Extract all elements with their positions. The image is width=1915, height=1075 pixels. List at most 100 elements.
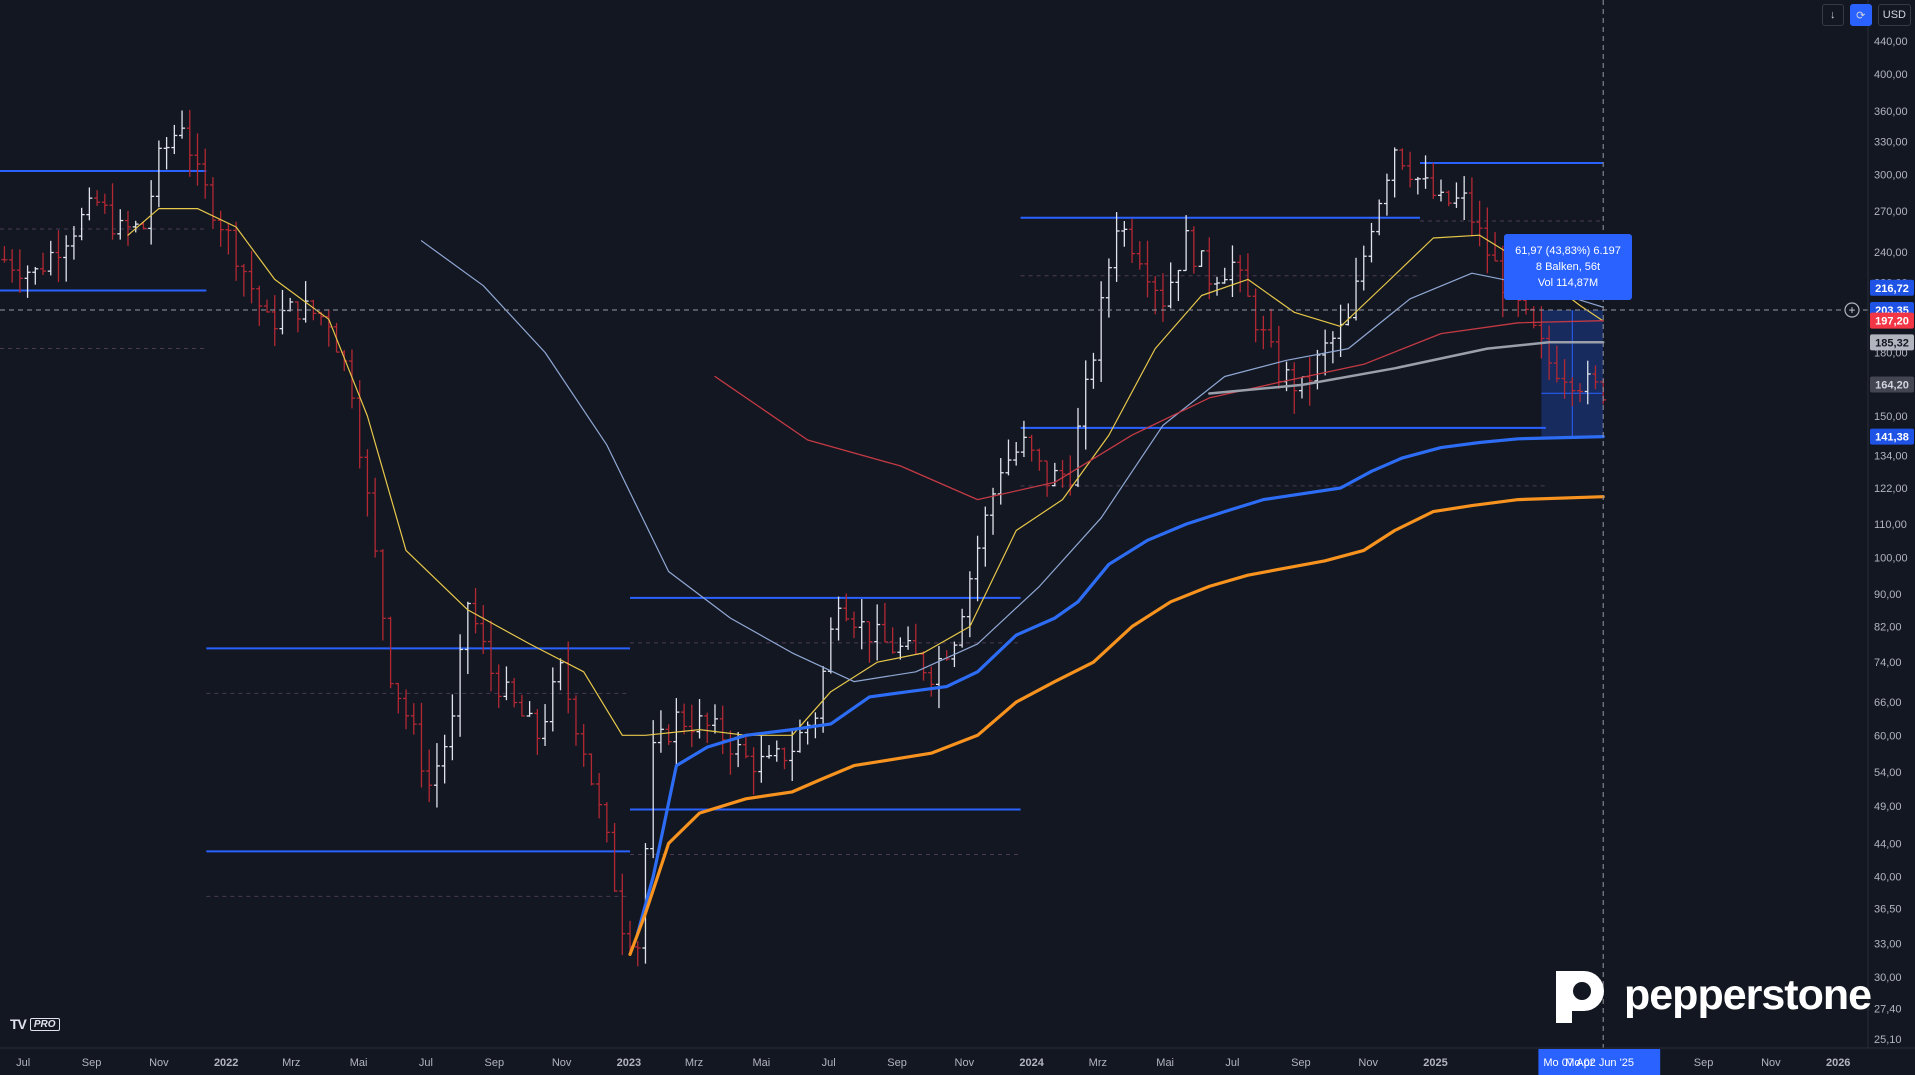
- sync-icon[interactable]: ⟳: [1849, 4, 1872, 26]
- price-bar: [503, 666, 510, 701]
- price-bar: [534, 708, 541, 755]
- price-bar: [1152, 276, 1159, 315]
- price-bar: [1206, 237, 1213, 300]
- time-tick-label: Sep: [485, 1057, 505, 1069]
- add-alert-icon[interactable]: [1844, 302, 1860, 318]
- price-bar: [372, 477, 379, 558]
- price-bar: [101, 193, 108, 214]
- price-bar: [889, 627, 896, 654]
- moving-average-line: [628, 495, 1605, 956]
- price-bar: [1445, 190, 1452, 207]
- price-tag-label: 164,20: [1875, 379, 1909, 391]
- price-bar: [572, 695, 579, 746]
- price-tick-label: 30,00: [1874, 972, 1902, 984]
- price-bar: [1090, 352, 1097, 389]
- price-tick-label: 122,00: [1874, 483, 1908, 495]
- price-bar: [117, 209, 124, 240]
- price-bar: [24, 265, 31, 298]
- arrow-down-icon[interactable]: ↓: [1821, 4, 1844, 26]
- price-bar: [526, 701, 533, 717]
- price-bar: [16, 249, 23, 293]
- price-bar: [997, 458, 1004, 505]
- price-bar: [1298, 376, 1305, 399]
- price-bar: [881, 602, 888, 643]
- price-bar: [827, 617, 834, 674]
- price-bar: [109, 183, 116, 240]
- price-bar: [1190, 226, 1197, 274]
- time-tick-label: Nov: [552, 1057, 572, 1069]
- price-bar: [804, 721, 811, 745]
- price-bar: [1407, 151, 1414, 188]
- price-bar: [565, 641, 572, 714]
- price-bar: [1492, 232, 1499, 262]
- price-tick-label: 25,10: [1874, 1034, 1902, 1046]
- price-bar: [1468, 177, 1475, 237]
- price-bar: [858, 599, 865, 650]
- price-bar: [1391, 147, 1398, 198]
- price-bar: [588, 753, 595, 786]
- price-bar: [518, 694, 525, 717]
- price-bar: [711, 704, 718, 734]
- time-axis[interactable]: Jul Sep Nov 2022 Mrz Mai Jul Sep Nov 2023 Mrz Mai Ju…: [0, 1047, 1915, 1075]
- brand-name: pepperstone: [1624, 970, 1872, 1019]
- time-tick-label: Sep: [1694, 1057, 1714, 1069]
- price-tick-label: 134,00: [1874, 450, 1908, 462]
- currency-button[interactable]: USD: [1877, 4, 1911, 26]
- price-bar: [148, 180, 155, 245]
- price-bar: [657, 710, 664, 753]
- price-tag-bg: [1870, 428, 1914, 445]
- plus-icon[interactable]: +: [1848, 303, 1855, 317]
- price-bar: [1368, 222, 1375, 263]
- time-tick-label: Mrz: [685, 1057, 703, 1069]
- time-tick-label: Mai: [752, 1057, 770, 1069]
- price-bar: [1005, 439, 1012, 476]
- chart-toolbar: ↓ ⟳ USD: [1821, 4, 1911, 26]
- time-tick-label: Jul: [822, 1057, 836, 1069]
- price-bar: [920, 651, 927, 681]
- price-bar: [1422, 155, 1429, 189]
- horizontal-levels[interactable]: [0, 162, 1604, 897]
- price-tag-label: 216,72: [1875, 283, 1909, 295]
- price-tag-label: 141,38: [1875, 432, 1909, 444]
- price-bar: [851, 611, 858, 639]
- price-tick-label: 33,00: [1874, 939, 1902, 951]
- time-tick-label: Mrz: [1089, 1057, 1107, 1069]
- price-axis[interactable]: 25,10 27,40 30,00 33,00 36,50 40,00 44,00 49,00…: [1867, 0, 1915, 1075]
- price-bar: [1121, 221, 1128, 247]
- price-bar: [905, 626, 912, 650]
- price-bar: [704, 712, 711, 744]
- measure-date-highlight: [1538, 1049, 1661, 1075]
- price-tick-label: 180,00: [1874, 347, 1908, 359]
- price-bar: [619, 873, 626, 956]
- price-bar: [781, 747, 788, 770]
- price-bar: [634, 941, 641, 967]
- price-bar: [426, 749, 433, 803]
- price-bar: [843, 593, 850, 622]
- price-bar: [1167, 262, 1174, 309]
- price-bar: [248, 250, 255, 304]
- measure-range[interactable]: [1541, 309, 1604, 437]
- pepperstone-logo-icon: [1556, 971, 1604, 1023]
- price-tick-label: 300,00: [1874, 169, 1908, 181]
- price-bar: [1360, 245, 1367, 291]
- tv-pro-badge: PRO: [29, 1017, 60, 1031]
- price-bar: [1237, 254, 1244, 293]
- price-bar: [557, 658, 564, 691]
- price-bar: [1345, 303, 1352, 326]
- price-bar: [495, 664, 502, 708]
- measure-change: 61,97 (43,83%) 6.197: [1515, 245, 1621, 257]
- price-tick-label: 27,40: [1874, 1003, 1902, 1015]
- price-tag-bg: [1870, 279, 1914, 296]
- price-bar: [1306, 357, 1313, 406]
- price-bar: [542, 704, 549, 746]
- price-bar: [719, 705, 726, 755]
- price-bar: [1546, 325, 1553, 380]
- price-bar: [225, 223, 232, 255]
- measure-start-date: Mo 07 Apr: [1543, 1057, 1593, 1069]
- price-bar: [356, 380, 363, 469]
- price-bar: [1383, 173, 1390, 216]
- measure-end-date: Mo 02 Jun '25: [1565, 1057, 1634, 1069]
- price-bar: [256, 285, 263, 326]
- time-tick-label: 2023: [617, 1057, 641, 1069]
